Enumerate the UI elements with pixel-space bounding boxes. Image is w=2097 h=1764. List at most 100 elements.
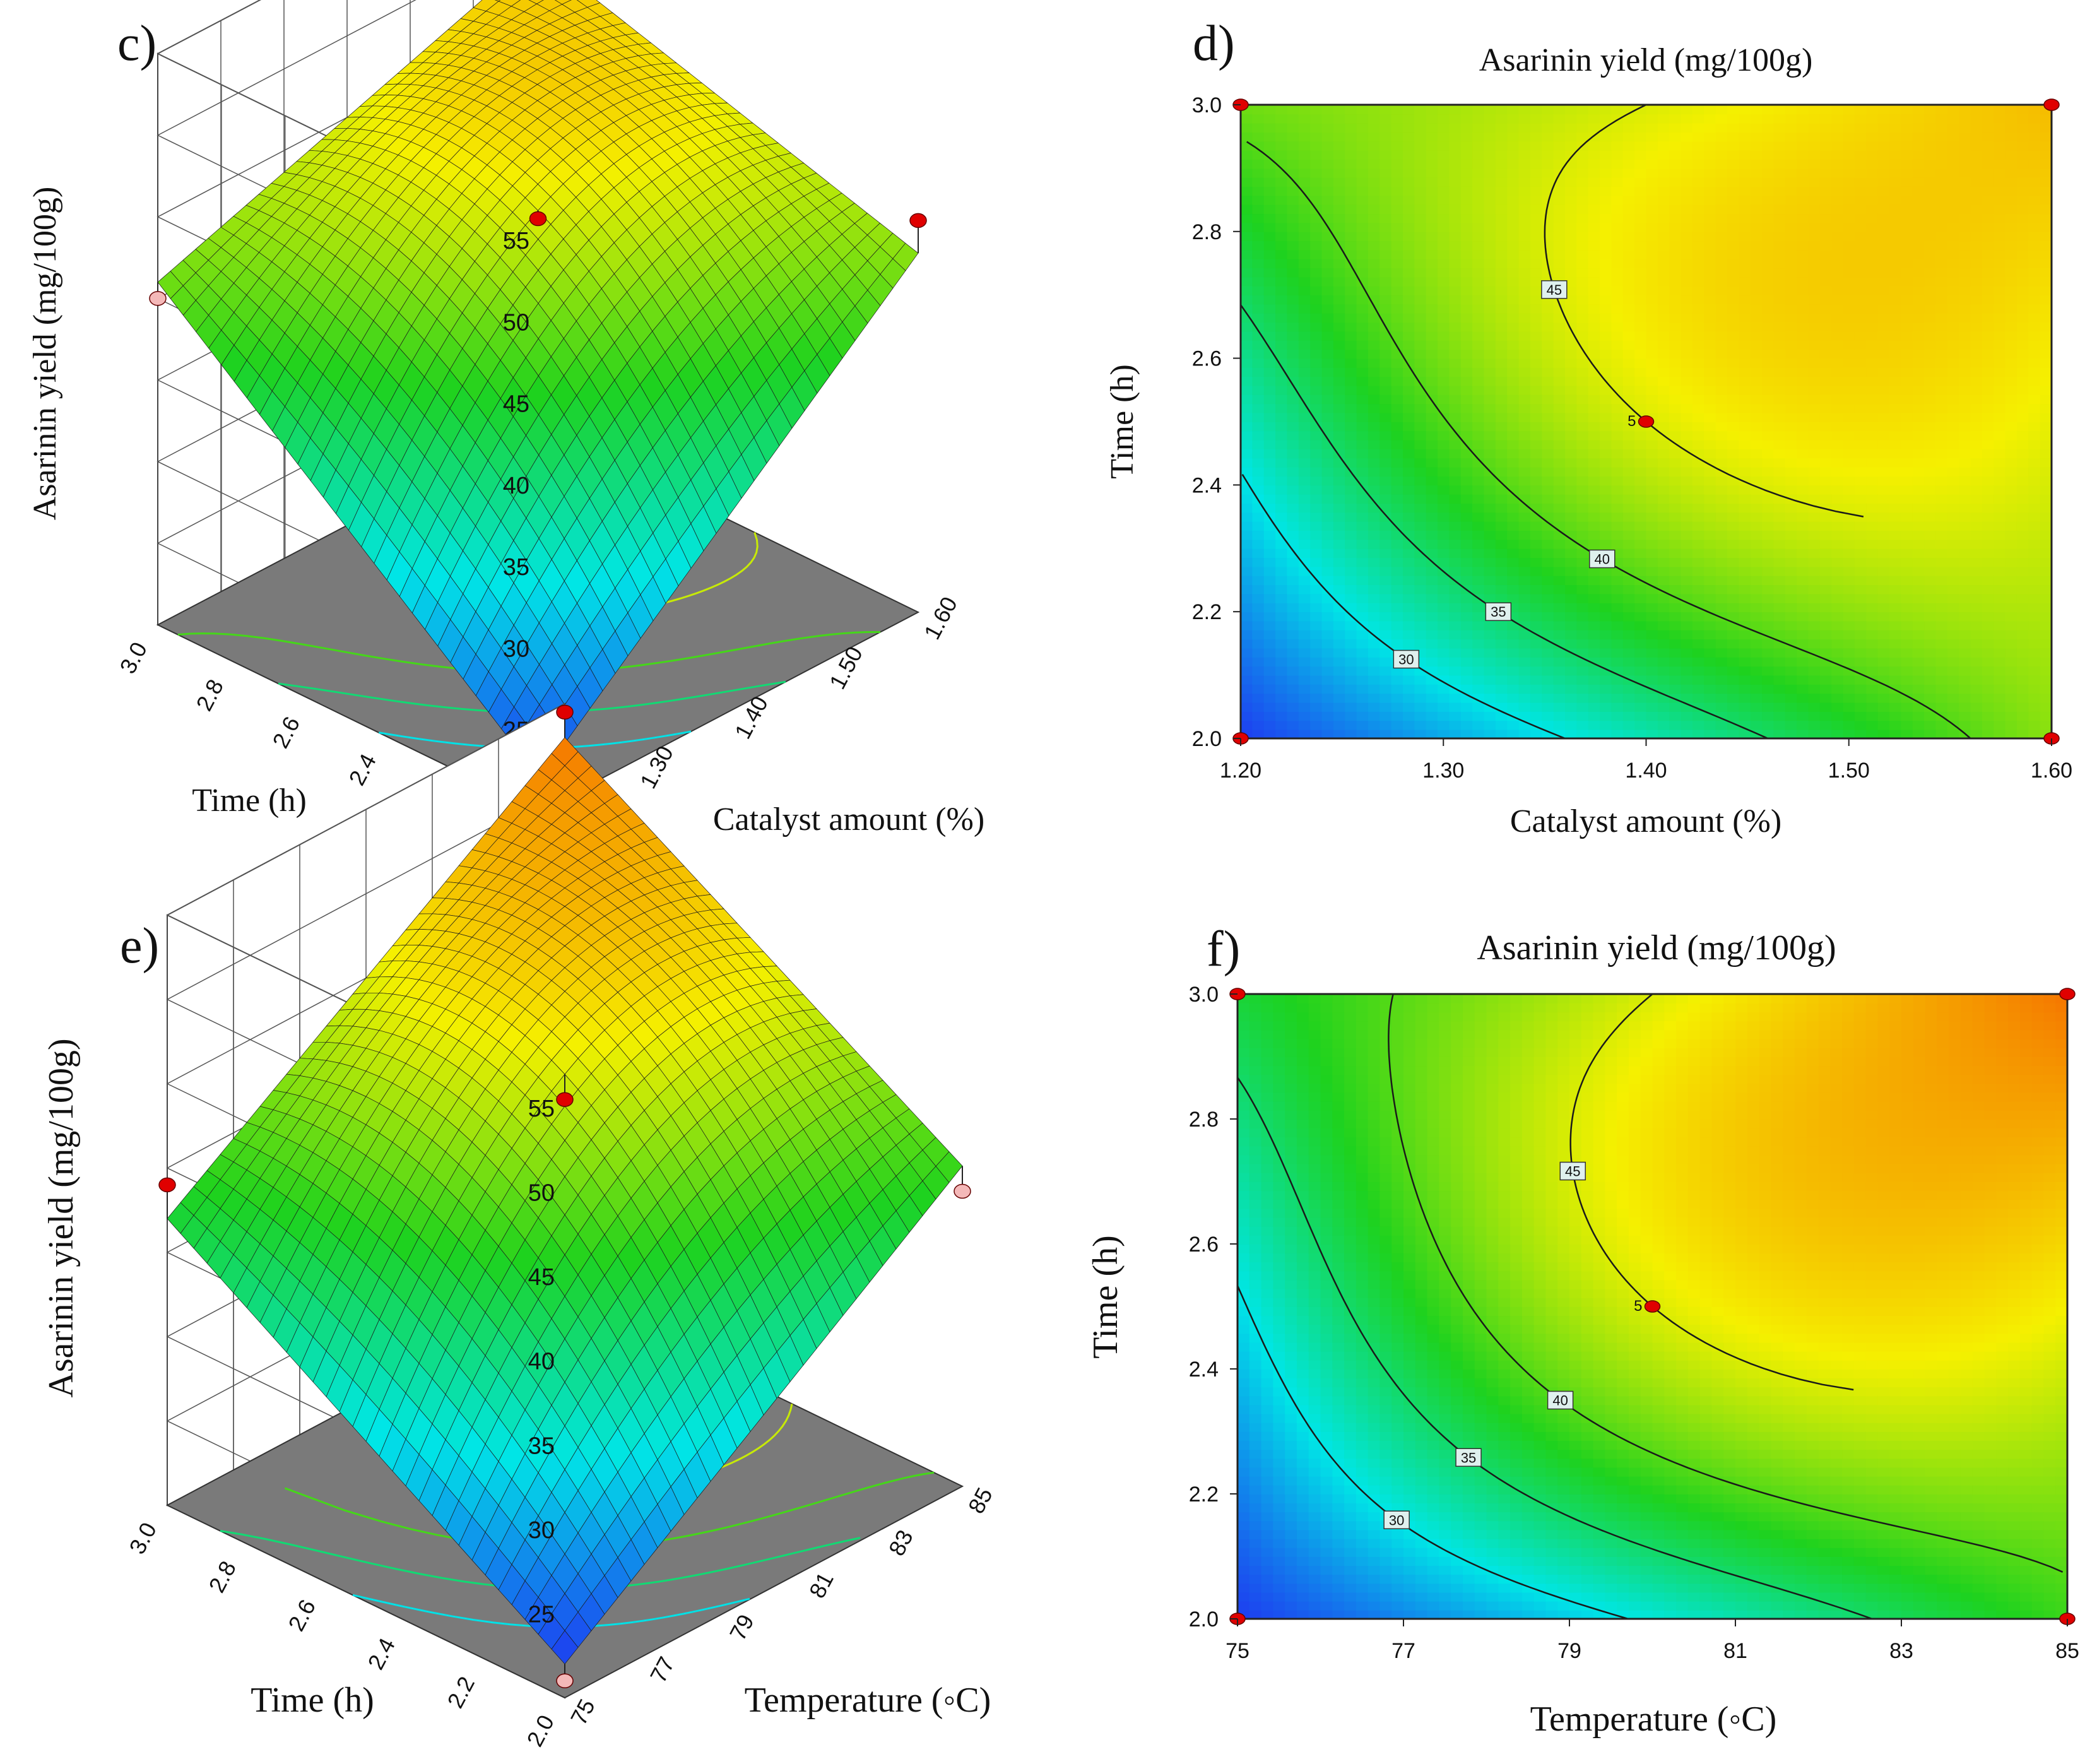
heat-cell xyxy=(1889,231,1902,242)
heat-cell xyxy=(1333,331,1346,341)
heat-cell xyxy=(1681,620,1693,630)
heat-cell xyxy=(1542,566,1554,576)
heat-cell xyxy=(1356,702,1369,712)
heat-cell xyxy=(1600,204,1612,215)
heat-cell xyxy=(1449,458,1462,468)
heat-cell xyxy=(1449,466,1462,477)
heat-cell xyxy=(1704,186,1716,196)
heat-cell xyxy=(1877,439,1890,449)
heat-cell xyxy=(1611,168,1624,178)
heat-cell xyxy=(1287,150,1299,160)
heat-cell xyxy=(1530,620,1543,630)
heat-cell xyxy=(1889,349,1902,359)
heat-cell xyxy=(1472,620,1485,630)
heat-cell xyxy=(1576,449,1589,459)
heat-cell xyxy=(1484,412,1496,422)
heat-cell xyxy=(1797,268,1809,278)
heat-cell xyxy=(1252,412,1265,422)
heat-cell xyxy=(1472,285,1485,296)
heat-cell xyxy=(1310,612,1323,622)
heat-cell xyxy=(1669,394,1682,405)
heat-cell xyxy=(1530,177,1543,187)
heat-cell xyxy=(1877,430,1890,441)
heat-cell xyxy=(1877,666,1890,676)
heat-cell xyxy=(1646,512,1658,522)
heat-cell xyxy=(1472,656,1485,667)
heat-cell xyxy=(1669,331,1682,341)
heat-cell xyxy=(1287,693,1299,703)
heat-cell xyxy=(1588,430,1600,441)
heat-cell xyxy=(1542,204,1554,215)
heat-cell xyxy=(1692,240,1705,251)
heat-cell xyxy=(1762,639,1775,649)
heat-cell xyxy=(1438,629,1450,640)
heat-cell xyxy=(1797,105,1809,115)
heat-cell xyxy=(1367,566,1381,576)
heat-cell xyxy=(1542,105,1554,115)
heat-cell xyxy=(1819,240,1833,251)
heat-cell xyxy=(1333,439,1346,449)
heat-cell xyxy=(1576,204,1589,215)
heat-cell xyxy=(1414,593,1427,603)
heat-cell xyxy=(1854,693,1867,703)
heat-cell xyxy=(1588,584,1600,595)
heat-cell xyxy=(1426,249,1438,259)
heat-cell xyxy=(1785,521,1798,531)
heat-cell xyxy=(1391,494,1403,504)
heat-cell xyxy=(1634,122,1647,133)
heat-cell xyxy=(1773,376,1786,386)
heat-cell xyxy=(1484,204,1496,215)
heat-cell xyxy=(1438,639,1450,649)
heat-cell xyxy=(1321,620,1334,630)
heat-cell xyxy=(1553,430,1566,441)
heat-cell xyxy=(1692,612,1705,622)
heat-cell xyxy=(1785,711,1798,721)
heat-cell xyxy=(1773,539,1786,549)
heat-cell xyxy=(1472,530,1485,540)
heat-cell xyxy=(1889,430,1902,441)
heat-cell xyxy=(1854,222,1867,232)
heat-cell xyxy=(1715,249,1728,259)
heat-cell xyxy=(1785,258,1798,269)
heat-cell xyxy=(1704,512,1716,522)
heat-cell xyxy=(1692,530,1705,540)
heat-cell xyxy=(1507,231,1520,242)
heat-cell xyxy=(1414,639,1427,649)
heat-cell xyxy=(1287,612,1299,622)
heat-cell xyxy=(1518,729,1531,738)
heat-cell xyxy=(1704,548,1716,559)
heat-cell xyxy=(1310,304,1323,314)
heat-cell xyxy=(1310,430,1323,441)
heat-cell xyxy=(1669,340,1682,350)
heat-cell xyxy=(1634,512,1647,522)
heat-cell xyxy=(1692,295,1705,305)
heat-cell xyxy=(1321,639,1334,649)
heat-cell xyxy=(1797,548,1809,559)
heat-cell xyxy=(1287,593,1299,603)
heat-cell xyxy=(1367,602,1381,613)
heat-cell xyxy=(1345,620,1357,630)
heat-cell xyxy=(1553,593,1566,603)
heat-cell xyxy=(1681,268,1693,278)
heat-cell xyxy=(1367,675,1381,685)
heat-cell xyxy=(1460,466,1474,477)
heat-cell xyxy=(1600,675,1612,685)
heat-cell xyxy=(1356,240,1369,251)
heat-cell xyxy=(1391,476,1403,486)
heat-cell xyxy=(1831,422,1844,432)
heat-cell xyxy=(1646,367,1658,377)
heat-cell xyxy=(1518,240,1531,251)
heat-cell xyxy=(1797,430,1809,441)
heat-cell xyxy=(1704,385,1716,395)
heat-cell xyxy=(1657,512,1670,522)
heat-cell xyxy=(1588,602,1600,613)
heat-cell xyxy=(1263,548,1276,559)
heat-cell xyxy=(1808,639,1821,649)
heat-cell xyxy=(1611,422,1624,432)
heat-cell xyxy=(1553,439,1566,449)
heat-cell xyxy=(1460,566,1474,576)
heat-cell xyxy=(1600,494,1612,504)
heat-cell xyxy=(1622,186,1636,196)
heat-cell xyxy=(1785,575,1798,586)
heat-cell xyxy=(1241,249,1253,259)
